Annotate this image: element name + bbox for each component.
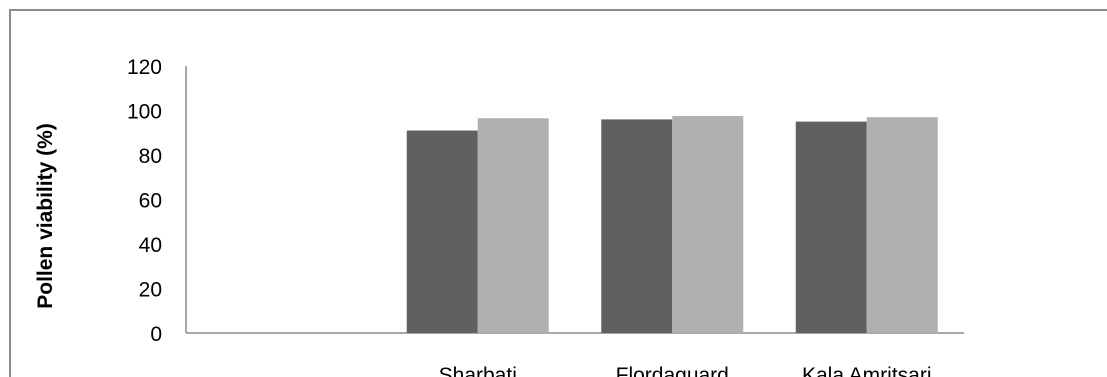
y-tick-label: 40 bbox=[139, 234, 162, 257]
x-category-label: Kala Amritsari bbox=[802, 364, 932, 377]
bars bbox=[406, 116, 938, 334]
x-category-label: Sharbati bbox=[439, 364, 517, 377]
y-tick-label: 20 bbox=[139, 279, 162, 302]
y-tick-label: 100 bbox=[127, 101, 162, 124]
y-tick-label: 60 bbox=[139, 190, 162, 213]
y-tick-label: 0 bbox=[150, 323, 162, 346]
bar bbox=[406, 130, 478, 333]
chart-frame bbox=[9, 9, 1107, 377]
bar bbox=[477, 118, 549, 333]
bar bbox=[601, 119, 673, 334]
bar bbox=[795, 121, 867, 333]
y-axis-label: Pollen viability (%) bbox=[34, 123, 57, 309]
x-category-labels: Sharbati Flordaguard Kala Amritsari bbox=[439, 364, 932, 377]
bar bbox=[866, 117, 938, 333]
y-tick-label: 120 bbox=[127, 56, 162, 79]
y-tick-label: 80 bbox=[139, 145, 162, 168]
bar bbox=[672, 116, 744, 333]
x-category-label: Flordaguard bbox=[616, 364, 729, 377]
y-tick-labels: 0 20 40 60 80 100 120 bbox=[127, 56, 162, 346]
